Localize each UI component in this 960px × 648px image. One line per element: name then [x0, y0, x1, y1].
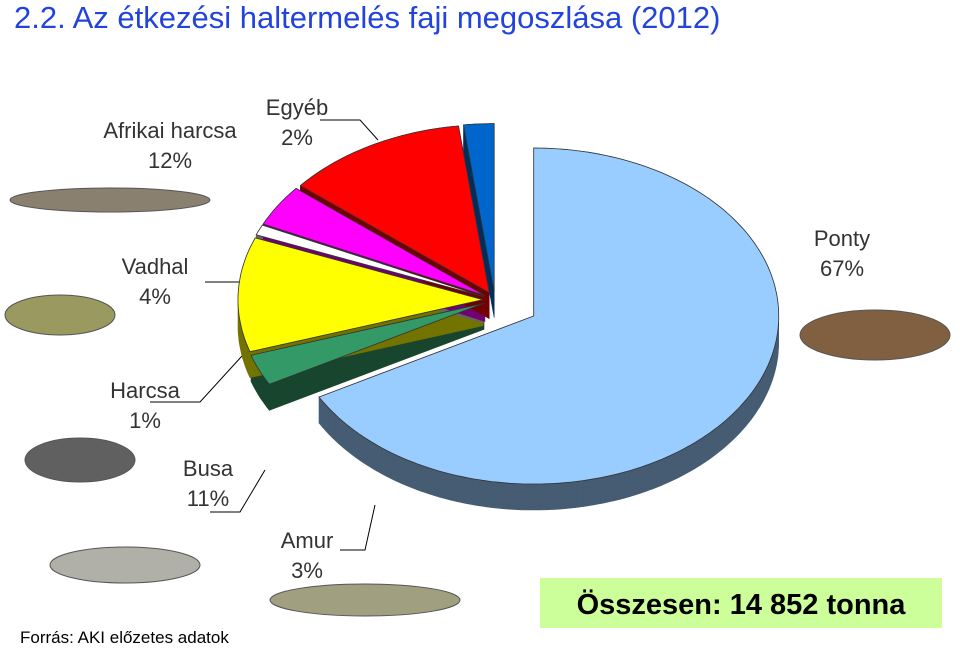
leader-line — [340, 504, 376, 551]
slice — [237, 237, 484, 353]
fish — [9, 187, 211, 213]
value-label: 3% — [291, 558, 323, 583]
fish — [49, 546, 201, 584]
value-label: 11% — [187, 486, 229, 511]
value-label: 12% — [148, 148, 192, 173]
value-label: 2% — [281, 125, 313, 150]
slice-label: Harcsa — [110, 378, 180, 403]
leader-line — [320, 119, 379, 141]
slice-tops — [237, 123, 780, 485]
slice — [299, 125, 490, 294]
slice — [255, 224, 485, 298]
fish-illustrations — [4, 187, 951, 617]
slice-label: Vadhal — [122, 254, 189, 279]
slice — [250, 302, 485, 385]
total-label: Összesen: 14 852 tonna — [577, 588, 907, 621]
value-label: 67% — [820, 256, 864, 281]
fish — [269, 583, 461, 617]
slice — [463, 123, 495, 292]
slice-label: Amur — [281, 528, 334, 553]
chart-title: 2.2. Az étkezési haltermelés faji megosz… — [14, 0, 720, 35]
slice — [318, 147, 780, 485]
slice-label: Egyéb — [266, 95, 328, 120]
slice-label: Afrikai harcsa — [103, 118, 237, 143]
slice-label: Ponty — [814, 226, 870, 251]
fish — [799, 309, 951, 361]
fish — [24, 437, 136, 483]
source: Forrás: AKI előzetes adatok — [20, 628, 229, 647]
value-label: 1% — [129, 408, 161, 433]
slice-label: Busa — [183, 456, 234, 481]
slice — [262, 187, 486, 296]
value-label: 4% — [139, 284, 171, 309]
leader-line — [150, 344, 253, 403]
fish — [4, 294, 116, 336]
leader-lines — [150, 119, 379, 551]
leader-line — [210, 469, 266, 513]
total-box — [540, 578, 942, 628]
